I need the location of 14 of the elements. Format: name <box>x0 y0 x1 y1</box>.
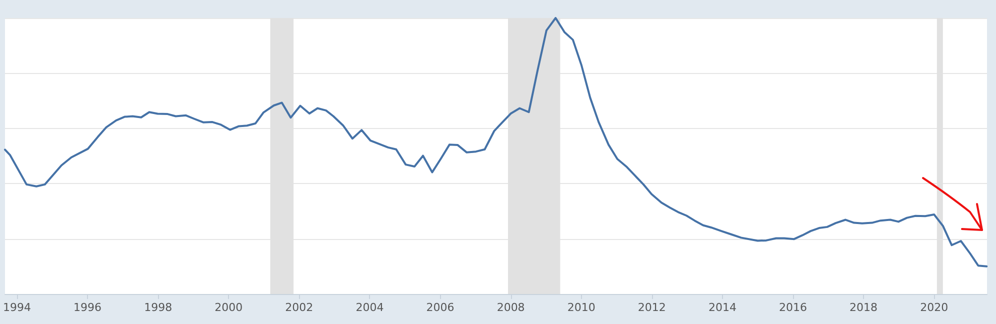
x-tick-label: 2018 <box>850 301 878 314</box>
x-tick-label: 2010 <box>567 301 596 314</box>
x-tick-label: 1996 <box>74 301 102 314</box>
x-tick-label: 2000 <box>214 301 243 314</box>
x-tick-label: 2008 <box>496 301 525 314</box>
x-tick-label: 2014 <box>708 301 736 314</box>
x-tick-label: 2004 <box>356 301 384 314</box>
x-tick-label: 1994 <box>2 301 31 314</box>
x-tick-label: 1998 <box>144 301 172 314</box>
x-tick-label: 2020 <box>920 301 948 314</box>
x-tick-label: 2006 <box>426 301 454 314</box>
x-tick-label: 2012 <box>638 301 666 314</box>
x-tick-label: 2002 <box>285 301 314 314</box>
x-tick-label: 2016 <box>779 301 807 314</box>
